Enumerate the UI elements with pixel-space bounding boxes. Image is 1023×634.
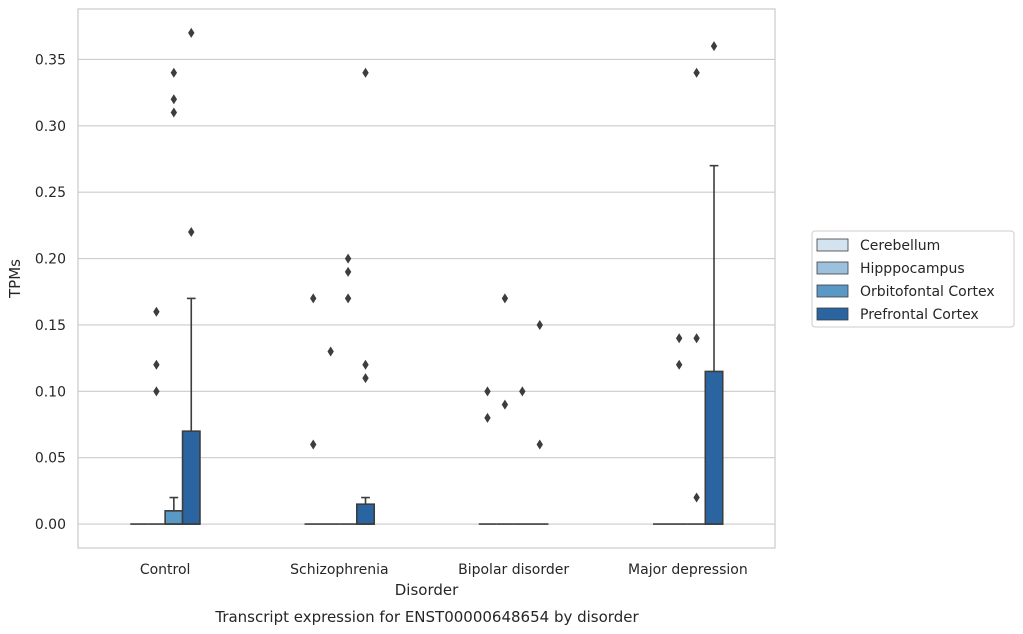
plot-frame (77, 8, 776, 549)
x-tick-label: Control (140, 562, 191, 578)
box-group (147, 306, 166, 525)
outlier-point (362, 373, 369, 384)
legend-label: Hipppocampus (860, 261, 965, 277)
outlier-point (188, 27, 195, 38)
y-axis-label: TPMs (6, 259, 24, 299)
legend-label: Prefrontal Cortex (860, 307, 979, 323)
box-group (339, 253, 357, 525)
outlier-point (536, 439, 543, 450)
outlier-point (327, 346, 334, 357)
outlier-point (170, 67, 178, 78)
box-group (513, 386, 532, 525)
box-group (164, 67, 184, 525)
outlier-point (675, 333, 683, 344)
outlier-point (675, 359, 683, 370)
box (164, 510, 184, 525)
outlier-point (188, 227, 195, 238)
legend-label: Cerebellum (860, 238, 940, 254)
chart-caption: Transcript expression for ENST0000064865… (214, 608, 639, 626)
box (181, 430, 201, 525)
box-group (181, 27, 201, 525)
outlier-point (536, 319, 543, 330)
box-plots (130, 27, 724, 525)
box-group (670, 333, 688, 525)
legend-swatch (816, 307, 849, 321)
outlier-point (153, 386, 160, 397)
outlier-point (519, 386, 526, 397)
outlier-point (362, 67, 369, 78)
outlier-point (310, 439, 317, 450)
y-tick-label: 0.30 (35, 119, 66, 135)
outlier-point (344, 253, 352, 264)
legend-swatch (816, 261, 849, 275)
box-group (304, 293, 322, 525)
box-group (531, 319, 549, 525)
outlier-point (693, 492, 700, 503)
box-group (478, 386, 497, 525)
x-tick-label: Schizophrenia (290, 562, 388, 578)
legend-swatch (816, 284, 849, 298)
box-group (355, 67, 376, 525)
box (704, 370, 724, 525)
legend: Cerebellum Hipppocampus Orbitofontal Corte… (811, 230, 1015, 328)
outlier-point (710, 41, 718, 52)
outlier-point (362, 359, 369, 370)
outlier-point (693, 333, 700, 344)
outlier-point (693, 67, 700, 78)
y-tick-label: 0.15 (35, 318, 66, 334)
y-tick-label: 0.00 (35, 517, 66, 533)
outlier-point (170, 107, 178, 118)
y-tick-label: 0.05 (35, 451, 66, 467)
outlier-point (484, 412, 491, 423)
legend-label: Orbitofontal Cortex (860, 284, 995, 300)
x-tick-label: Major depression (628, 562, 748, 578)
x-axis-ticks: Control Schizophrenia Bipolar disorder Majo… (140, 562, 748, 578)
y-axis-ticks: 0.00 0.05 0.10 0.15 0.20 0.25 0.30 0.35 (35, 52, 66, 533)
box-group (496, 293, 514, 525)
outlier-point (310, 293, 317, 304)
outlier-point (153, 359, 160, 370)
y-tick-label: 0.20 (35, 252, 66, 268)
y-tick-label: 0.35 (35, 52, 66, 68)
box-group (704, 41, 724, 525)
legend-frame (811, 230, 1015, 328)
legend-swatch (816, 238, 849, 252)
box (355, 503, 376, 525)
outlier-point (344, 266, 352, 277)
outlier-point (153, 306, 160, 317)
outlier-point (344, 293, 352, 304)
x-axis-label: Disorder (395, 581, 459, 599)
outlier-point (501, 399, 509, 410)
outlier-point (484, 386, 491, 397)
outlier-point (501, 293, 509, 304)
box-group (687, 67, 706, 525)
y-tick-label: 0.10 (35, 384, 66, 400)
y-tick-label: 0.25 (35, 185, 66, 201)
x-tick-label: Bipolar disorder (458, 562, 569, 578)
outlier-point (170, 94, 178, 105)
box-group (321, 346, 340, 525)
